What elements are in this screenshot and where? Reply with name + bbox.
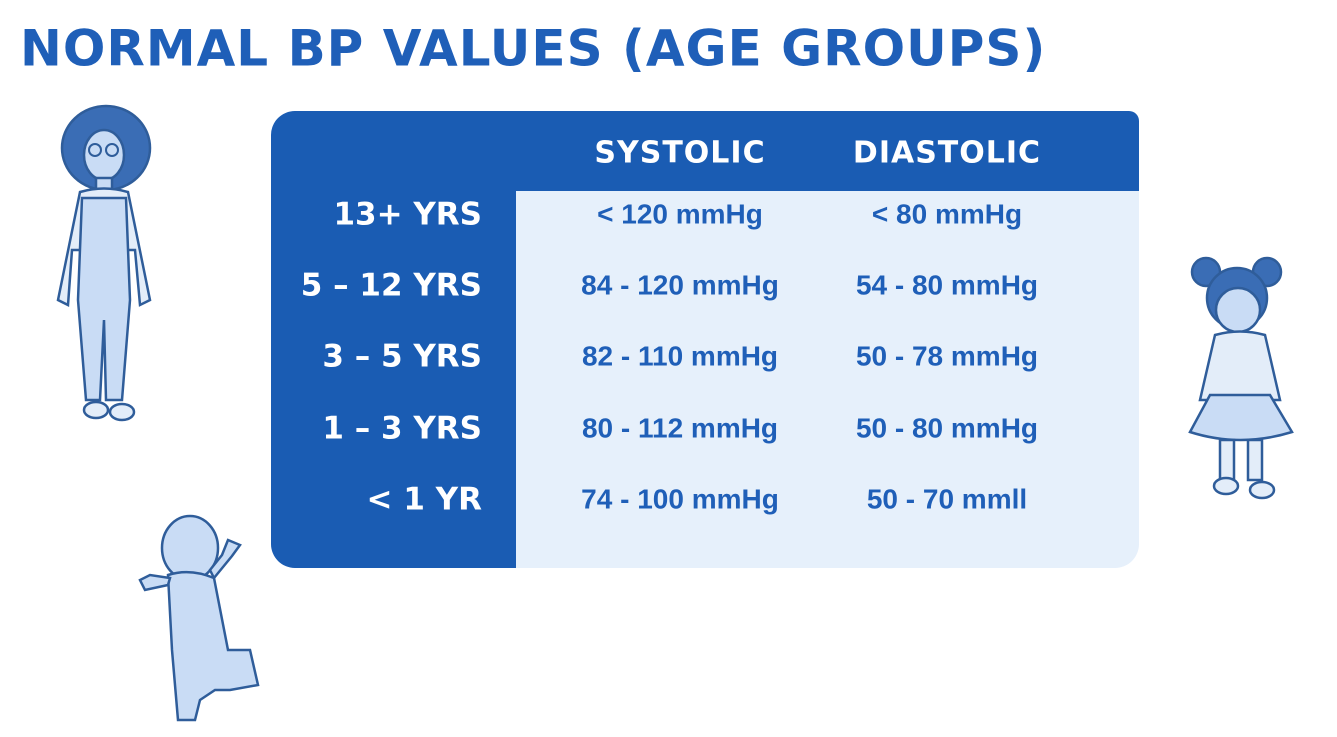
diastolic-value: < 80 mmHg: [872, 198, 1022, 229]
diastolic-value: 50 - 78 mmHg: [856, 340, 1038, 371]
age-group-label: 5 – 12 YRS: [301, 268, 482, 304]
diastolic-value: 50 - 80 mmHg: [856, 412, 1038, 443]
age-group-label: 13+ YRS: [333, 197, 482, 233]
systolic-value: 82 - 110 mmHg: [582, 340, 778, 371]
table-cells: SYSTOLIC DIASTOLIC 13+ YRS < 120 mmHg < 80 m…: [301, 136, 1041, 518]
age-group-label: 1 – 3 YRS: [322, 411, 482, 447]
column-header: SYSTOLIC: [594, 136, 765, 171]
systolic-value: 74 - 100 mmHg: [581, 483, 779, 514]
column-header: DIASTOLIC: [853, 136, 1041, 171]
age-group-label: < 1 YR: [367, 482, 483, 518]
title: NORMAL BP VALUES (AGE GROUPS): [20, 20, 1046, 78]
diastolic-value: 50 - 70 mmll: [867, 483, 1027, 514]
systolic-value: < 120 mmHg: [597, 198, 763, 229]
illustration-baby: [138, 514, 260, 722]
table-panel: [271, 111, 1139, 568]
systolic-value: 84 - 120 mmHg: [581, 269, 779, 300]
systolic-value: 80 - 112 mmHg: [582, 412, 778, 443]
age-group-label: 3 – 5 YRS: [322, 339, 482, 375]
illustration-girl: [1188, 256, 1294, 500]
illustration-woman: [56, 104, 152, 422]
diastolic-value: 54 - 80 mmHg: [856, 269, 1038, 300]
table-header-band: [271, 111, 1139, 568]
